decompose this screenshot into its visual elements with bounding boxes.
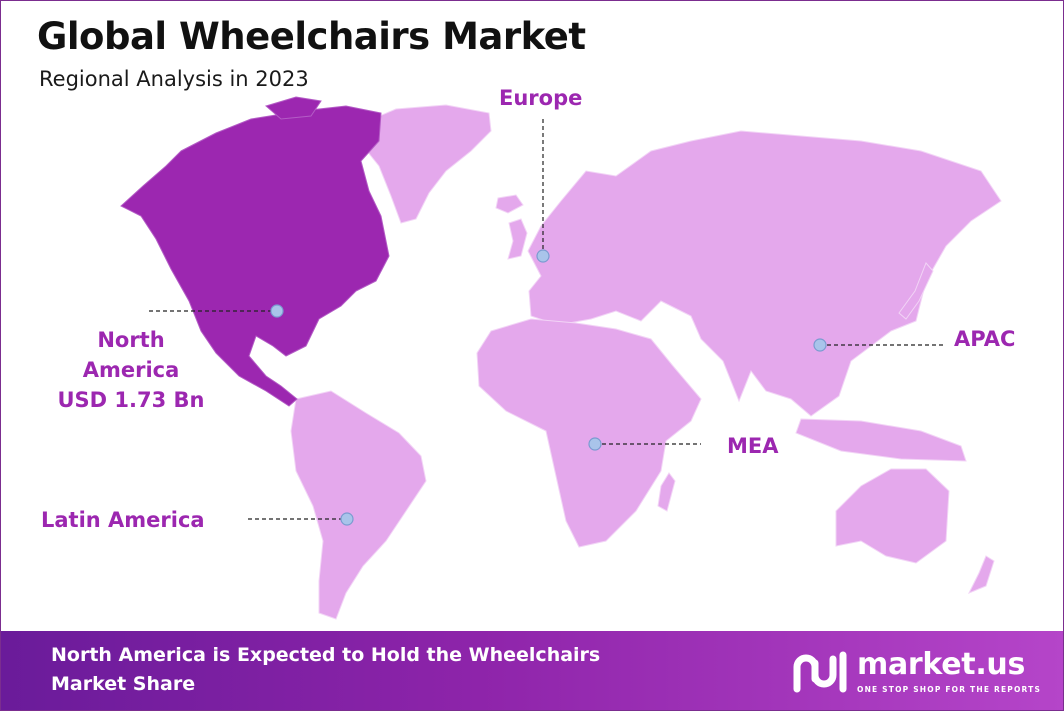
footer-statement: North America is Expected to Hold the Wh… xyxy=(51,644,601,695)
africa-shape xyxy=(476,318,702,548)
north-america-value: USD 1.73 Bn xyxy=(57,388,205,412)
region-label-north-america: North America USD 1.73 Bn xyxy=(41,325,221,415)
europe-asia-shape xyxy=(527,130,1002,417)
greenland-shape xyxy=(355,104,492,224)
region-label-mea: MEA xyxy=(727,434,779,458)
north-america-label-line1: North xyxy=(97,328,165,352)
region-label-europe: Europe xyxy=(499,86,583,110)
north-america-shape xyxy=(120,105,390,407)
marker-mea xyxy=(588,437,602,451)
footer-banner: North America is Expected to Hold the Wh… xyxy=(1,631,1063,710)
brand-logo: market.us ONE STOP SHOP FOR THE REPORTS xyxy=(791,645,1041,701)
marker-apac xyxy=(813,338,827,352)
north-america-label-line2: America xyxy=(82,358,180,382)
world-map xyxy=(120,96,1002,620)
australia-shape xyxy=(835,468,950,564)
marker-europe xyxy=(536,249,550,263)
arctic-islands-shape xyxy=(264,96,322,120)
iceland-shape xyxy=(495,194,524,214)
japan-shape xyxy=(898,262,934,320)
south-america-shape xyxy=(290,390,427,620)
region-label-apac: APAC xyxy=(954,327,1016,351)
uk-shape xyxy=(507,218,528,260)
marker-north-america xyxy=(270,304,284,318)
page-subtitle: Regional Analysis in 2023 xyxy=(39,67,309,91)
new-zealand-shape xyxy=(967,555,995,594)
southeast-asia-islands-shape xyxy=(795,418,967,462)
market-us-logo-icon xyxy=(793,651,847,693)
page-title: Global Wheelchairs Market xyxy=(37,15,586,58)
region-label-latin-america: Latin America xyxy=(41,508,205,532)
madagascar-shape xyxy=(657,472,676,512)
marker-latin-america xyxy=(340,512,354,526)
brand-tagline: ONE STOP SHOP FOR THE REPORTS xyxy=(857,685,1042,694)
brand-name: market.us xyxy=(857,647,1026,682)
